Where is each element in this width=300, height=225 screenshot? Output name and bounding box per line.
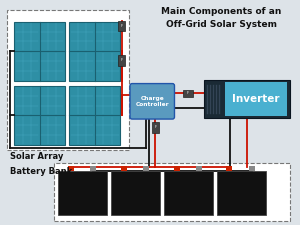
Text: Main Components of an: Main Components of an bbox=[161, 7, 282, 16]
Text: F: F bbox=[187, 92, 189, 95]
Bar bbox=[204, 80, 290, 119]
Bar bbox=[14, 86, 65, 145]
Text: Off-Grid Solar System: Off-Grid Solar System bbox=[166, 20, 277, 29]
Text: Battery Bank: Battery Bank bbox=[10, 167, 72, 176]
Bar bbox=[249, 166, 254, 171]
Text: Inverter: Inverter bbox=[232, 94, 280, 104]
Bar bbox=[164, 171, 213, 215]
Bar bbox=[14, 22, 65, 81]
Bar bbox=[183, 90, 193, 97]
Bar bbox=[7, 10, 129, 150]
Text: Solar Array: Solar Array bbox=[10, 152, 63, 161]
Bar bbox=[69, 22, 120, 81]
Bar bbox=[174, 166, 179, 171]
Bar bbox=[90, 166, 96, 171]
Bar bbox=[217, 171, 266, 215]
Bar bbox=[118, 21, 125, 31]
Bar bbox=[58, 171, 107, 215]
Bar bbox=[68, 166, 74, 171]
Bar bbox=[225, 82, 287, 116]
Text: Charge
Controller: Charge Controller bbox=[135, 96, 169, 107]
Bar bbox=[54, 163, 290, 221]
Bar bbox=[143, 166, 149, 171]
Text: F: F bbox=[121, 24, 123, 28]
Bar bbox=[69, 86, 120, 145]
Bar bbox=[226, 166, 232, 171]
FancyBboxPatch shape bbox=[130, 83, 175, 119]
Bar bbox=[121, 166, 127, 171]
Bar bbox=[196, 166, 202, 171]
Text: F: F bbox=[121, 58, 123, 62]
Bar bbox=[152, 122, 158, 133]
Bar bbox=[118, 55, 125, 65]
Bar bbox=[111, 171, 160, 215]
Text: F: F bbox=[154, 125, 156, 129]
